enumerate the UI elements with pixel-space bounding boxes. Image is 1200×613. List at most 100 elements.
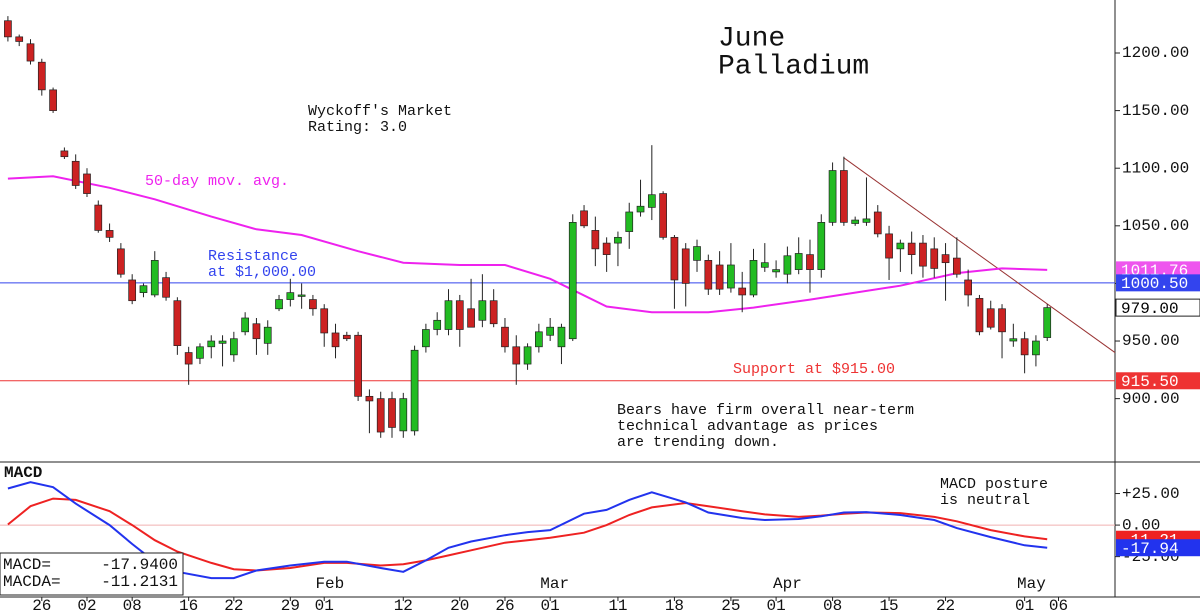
- candle-body: [614, 236, 622, 244]
- candle-body: [557, 326, 566, 348]
- candle-body: [37, 61, 46, 91]
- macd-label-box: [1116, 539, 1200, 557]
- candle-body: [162, 277, 170, 298]
- x-tick-label: 16: [179, 597, 198, 613]
- x-tick-label: 01: [315, 597, 334, 613]
- candle-body: [602, 242, 611, 255]
- x-tick-label: 22: [936, 597, 955, 613]
- candle-body: [286, 292, 295, 300]
- candle-body: [94, 204, 103, 231]
- candle-body: [964, 279, 972, 296]
- candle-body: [568, 222, 577, 340]
- candle-body: [840, 170, 848, 223]
- candle-body: [117, 248, 125, 275]
- candle-body: [998, 308, 1006, 333]
- candle-body: [681, 248, 690, 284]
- candle-body: [986, 308, 995, 328]
- x-tick-label: 20: [450, 597, 469, 613]
- candle-body: [71, 160, 80, 186]
- candle-body: [919, 242, 927, 267]
- readout-value: -11.2131: [101, 573, 178, 591]
- candle-body: [512, 346, 521, 365]
- candle-body: [1020, 338, 1029, 356]
- candle-body: [580, 210, 588, 227]
- macd-label-text: -17.94: [1121, 540, 1179, 558]
- candle-body: [309, 299, 317, 310]
- candle-body: [342, 334, 351, 340]
- candle-body: [252, 323, 261, 340]
- candle-body: [546, 326, 555, 336]
- x-tick-label: 08: [823, 597, 842, 613]
- month-label: Apr: [773, 575, 802, 593]
- candle-body: [535, 331, 543, 348]
- candle-body: [388, 398, 396, 428]
- candle-body: [399, 398, 408, 432]
- annotation: technical advantage as prices: [617, 418, 878, 435]
- candle-body: [444, 300, 453, 330]
- candle-body: [907, 242, 916, 255]
- candle-body: [591, 230, 600, 250]
- y-tick-label: 950.00: [1122, 332, 1180, 350]
- candle-body: [1009, 338, 1018, 342]
- candle-body: [952, 257, 961, 275]
- candle-body: [783, 255, 792, 275]
- x-tick-label: 25: [721, 597, 740, 613]
- candle-body: [365, 395, 374, 402]
- annotation: Wyckoff's Market: [308, 103, 452, 120]
- candle-body: [422, 329, 430, 348]
- x-tick-label: 26: [32, 597, 51, 613]
- annotation: MACD posture: [940, 476, 1048, 493]
- candle-body: [501, 326, 509, 348]
- moving-average: [7, 175, 1048, 314]
- candle-body: [263, 326, 272, 344]
- candle-body: [772, 269, 780, 273]
- level-label-box: [1116, 274, 1200, 292]
- x-tick-label: 11: [608, 597, 627, 613]
- y-tick-label: 0.00: [1122, 516, 1160, 534]
- candle-body: [806, 254, 814, 270]
- candle-body: [704, 260, 713, 290]
- candle-body: [749, 260, 758, 296]
- candle-body: [26, 43, 35, 62]
- candle-body: [489, 300, 498, 325]
- x-tick-label: 02: [77, 597, 96, 613]
- candle-body: [930, 248, 939, 269]
- candle-body: [4, 20, 12, 38]
- x-tick-label: 18: [665, 597, 684, 613]
- candle-body: [15, 36, 24, 42]
- month-label: Feb: [315, 575, 344, 593]
- readout-name: MACD=: [3, 556, 51, 574]
- annotation: is neutral: [940, 492, 1030, 509]
- x-tick-label: 08: [123, 597, 142, 613]
- candle-body: [354, 334, 362, 397]
- candle-body: [659, 193, 667, 238]
- candle-body: [896, 242, 905, 250]
- candle-body: [49, 89, 57, 111]
- x-tick-label: 12: [394, 597, 413, 613]
- candle-body: [828, 170, 837, 223]
- candle-body: [523, 346, 532, 365]
- x-tick-label: 29: [281, 597, 300, 613]
- candle-body: [128, 279, 137, 302]
- candle-body: [60, 150, 69, 158]
- candle-body: [83, 173, 91, 194]
- candle-body: [636, 205, 645, 213]
- y-tick-label: 1200.00: [1122, 44, 1189, 62]
- annotation: Bears have firm overall near-term: [617, 402, 914, 419]
- candle-body: [105, 230, 114, 238]
- panel-title: MACD: [4, 464, 42, 482]
- x-tick-label: 01: [541, 597, 560, 613]
- candle-body: [693, 246, 701, 261]
- y-tick-label: 1100.00: [1122, 159, 1189, 177]
- candle-body: [727, 264, 735, 289]
- x-tick-label: 15: [879, 597, 898, 613]
- y-tick-label: +25.00: [1122, 485, 1180, 503]
- candle-body: [241, 317, 249, 333]
- candle-body: [218, 340, 227, 344]
- candle-body: [229, 338, 238, 356]
- candle-body: [297, 294, 306, 297]
- month-label: May: [1017, 575, 1046, 593]
- candle-body: [817, 222, 826, 270]
- candle-body: [1032, 340, 1040, 356]
